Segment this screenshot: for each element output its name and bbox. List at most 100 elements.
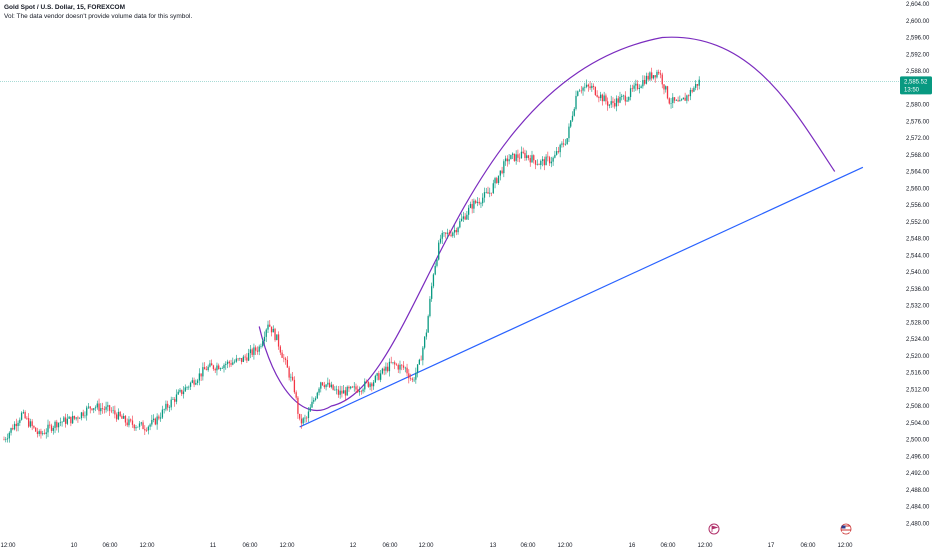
candle-body bbox=[617, 98, 619, 103]
candle-body bbox=[584, 86, 586, 88]
y-tick-label: 2,480.00 bbox=[906, 521, 930, 527]
candle-body bbox=[172, 399, 174, 400]
candle-body bbox=[189, 382, 192, 387]
y-tick-label: 2,496.00 bbox=[906, 454, 930, 460]
candle-body bbox=[374, 375, 377, 383]
candle-body bbox=[467, 207, 470, 215]
candle-body bbox=[6, 438, 9, 440]
candle-body bbox=[404, 367, 406, 369]
y-tick-label: 2,588.00 bbox=[906, 69, 930, 75]
candle-body bbox=[291, 376, 294, 380]
candle-body bbox=[265, 329, 267, 337]
candle-body bbox=[654, 75, 656, 78]
candle-body bbox=[272, 328, 274, 333]
candle-body bbox=[100, 408, 102, 412]
candle-body bbox=[237, 358, 239, 360]
candle-body bbox=[96, 403, 98, 408]
candle-body bbox=[110, 410, 113, 412]
symbol-title[interactable]: Gold Spot / U.S. Dollar, 15, FOREXCOM bbox=[4, 4, 125, 11]
flag-icon[interactable] bbox=[708, 523, 720, 535]
candle-body bbox=[188, 386, 190, 388]
candle-body bbox=[559, 144, 561, 153]
candle-body bbox=[527, 155, 530, 159]
candle-body bbox=[599, 94, 602, 99]
candle-body bbox=[480, 203, 482, 204]
candle-body bbox=[446, 232, 449, 234]
y-tick-label: 2,508.00 bbox=[906, 404, 930, 410]
candle-body bbox=[401, 364, 403, 366]
candle-body bbox=[647, 75, 649, 80]
candle-body bbox=[489, 192, 491, 194]
candle-body bbox=[112, 410, 114, 411]
candle-body bbox=[130, 419, 132, 421]
candle-body bbox=[392, 362, 394, 363]
event-icons[interactable] bbox=[708, 523, 852, 535]
y-tick-label: 2,536.00 bbox=[906, 287, 930, 293]
candle-body bbox=[695, 84, 697, 88]
candle-body bbox=[490, 192, 493, 194]
candle-body bbox=[31, 421, 33, 426]
us-flag-stripe bbox=[841, 531, 851, 533]
candle-body bbox=[635, 83, 637, 86]
candle-body bbox=[17, 422, 19, 427]
candle-body bbox=[471, 204, 473, 209]
candle-body bbox=[50, 425, 53, 431]
candle-body bbox=[615, 98, 618, 107]
candle-body bbox=[156, 416, 158, 425]
candle-body bbox=[93, 408, 95, 410]
candle-body bbox=[186, 387, 188, 388]
candle-body bbox=[221, 368, 223, 369]
candle-body bbox=[40, 431, 42, 435]
candle-body bbox=[460, 218, 463, 222]
candle-body bbox=[591, 85, 593, 89]
candle-body bbox=[566, 138, 568, 144]
candle-body bbox=[390, 361, 392, 363]
candle-body bbox=[260, 346, 262, 347]
candle-body bbox=[351, 386, 354, 388]
trendline[interactable] bbox=[299, 166, 864, 428]
y-tick-label: 2,576.00 bbox=[906, 119, 930, 125]
candle-body bbox=[677, 100, 679, 102]
candle-body bbox=[682, 97, 685, 100]
candle-body bbox=[258, 346, 260, 352]
drawings[interactable] bbox=[258, 36, 864, 428]
candle-body bbox=[235, 358, 237, 362]
candle-body bbox=[534, 160, 537, 165]
candle-body bbox=[462, 216, 465, 219]
candle-body bbox=[409, 378, 412, 379]
candle-body bbox=[105, 406, 107, 410]
candle-body bbox=[691, 90, 693, 92]
candle-body bbox=[181, 389, 183, 395]
candle-body bbox=[452, 232, 454, 236]
candle-body bbox=[274, 328, 276, 341]
candle-body bbox=[636, 83, 639, 89]
candle-body bbox=[554, 154, 556, 158]
candle-body bbox=[101, 408, 104, 409]
us-flag-stripe bbox=[841, 529, 851, 531]
candle-body bbox=[360, 390, 362, 392]
candle-body bbox=[399, 364, 401, 370]
candle-body bbox=[665, 86, 667, 90]
y-tick-label: 2,556.00 bbox=[906, 203, 930, 209]
candle-body bbox=[679, 100, 681, 102]
candle-body bbox=[557, 151, 560, 153]
candle-body bbox=[267, 324, 269, 330]
candle-body bbox=[66, 418, 69, 424]
candle-body bbox=[230, 363, 232, 365]
candle-body bbox=[350, 386, 352, 389]
candle-body bbox=[659, 73, 662, 75]
candle-body bbox=[26, 418, 28, 419]
candle-body bbox=[263, 336, 266, 342]
candle-body bbox=[487, 192, 489, 194]
candle-body bbox=[698, 79, 700, 86]
candle-body bbox=[211, 363, 213, 366]
candle-body bbox=[114, 410, 116, 415]
arc-curve[interactable] bbox=[258, 36, 836, 412]
candle-body bbox=[628, 97, 630, 101]
candle-body bbox=[138, 423, 141, 427]
candle-body bbox=[253, 347, 255, 355]
candle-body bbox=[8, 432, 10, 439]
price-tag-box bbox=[900, 76, 932, 95]
